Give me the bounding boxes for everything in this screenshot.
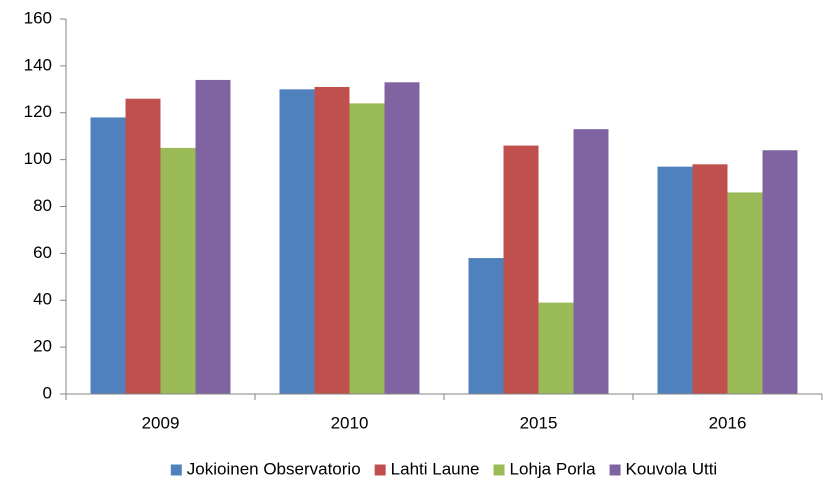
y-tick-label: 80 <box>33 196 52 215</box>
legend-label: Kouvola Utti <box>626 459 718 478</box>
x-tick-label: 2016 <box>709 413 747 432</box>
legend-label: Jokioinen Observatorio <box>187 459 361 478</box>
legend-swatch <box>493 464 505 476</box>
y-tick-label: 20 <box>33 337 52 356</box>
x-tick-label: 2009 <box>142 413 180 432</box>
bar <box>692 164 728 394</box>
bar <box>762 150 798 394</box>
bar <box>125 98 161 394</box>
y-tick-label: 120 <box>24 102 52 121</box>
bar <box>468 258 504 394</box>
y-tick-label: 40 <box>33 290 52 309</box>
bar <box>727 192 763 394</box>
x-tick-label: 2015 <box>520 413 558 432</box>
y-tick-label: 140 <box>24 55 52 74</box>
bar <box>349 103 385 394</box>
bar <box>573 129 609 394</box>
bar <box>160 147 196 394</box>
bar <box>279 89 315 394</box>
legend-label: Lohja Porla <box>510 459 597 478</box>
y-tick-label: 60 <box>33 243 52 262</box>
bar <box>314 86 350 394</box>
legend-label: Lahti Laune <box>391 459 480 478</box>
y-tick-label: 160 <box>24 8 52 27</box>
legend-swatch <box>170 464 182 476</box>
bar <box>90 117 126 394</box>
legend-swatch <box>374 464 386 476</box>
bar <box>195 79 231 394</box>
y-tick-label: 100 <box>24 149 52 168</box>
y-tick-label: 0 <box>43 383 52 402</box>
bar <box>538 302 574 394</box>
bar <box>503 145 539 394</box>
bar <box>384 82 420 394</box>
legend-swatch <box>609 464 621 476</box>
x-tick-label: 2010 <box>331 413 369 432</box>
bar <box>657 166 693 394</box>
